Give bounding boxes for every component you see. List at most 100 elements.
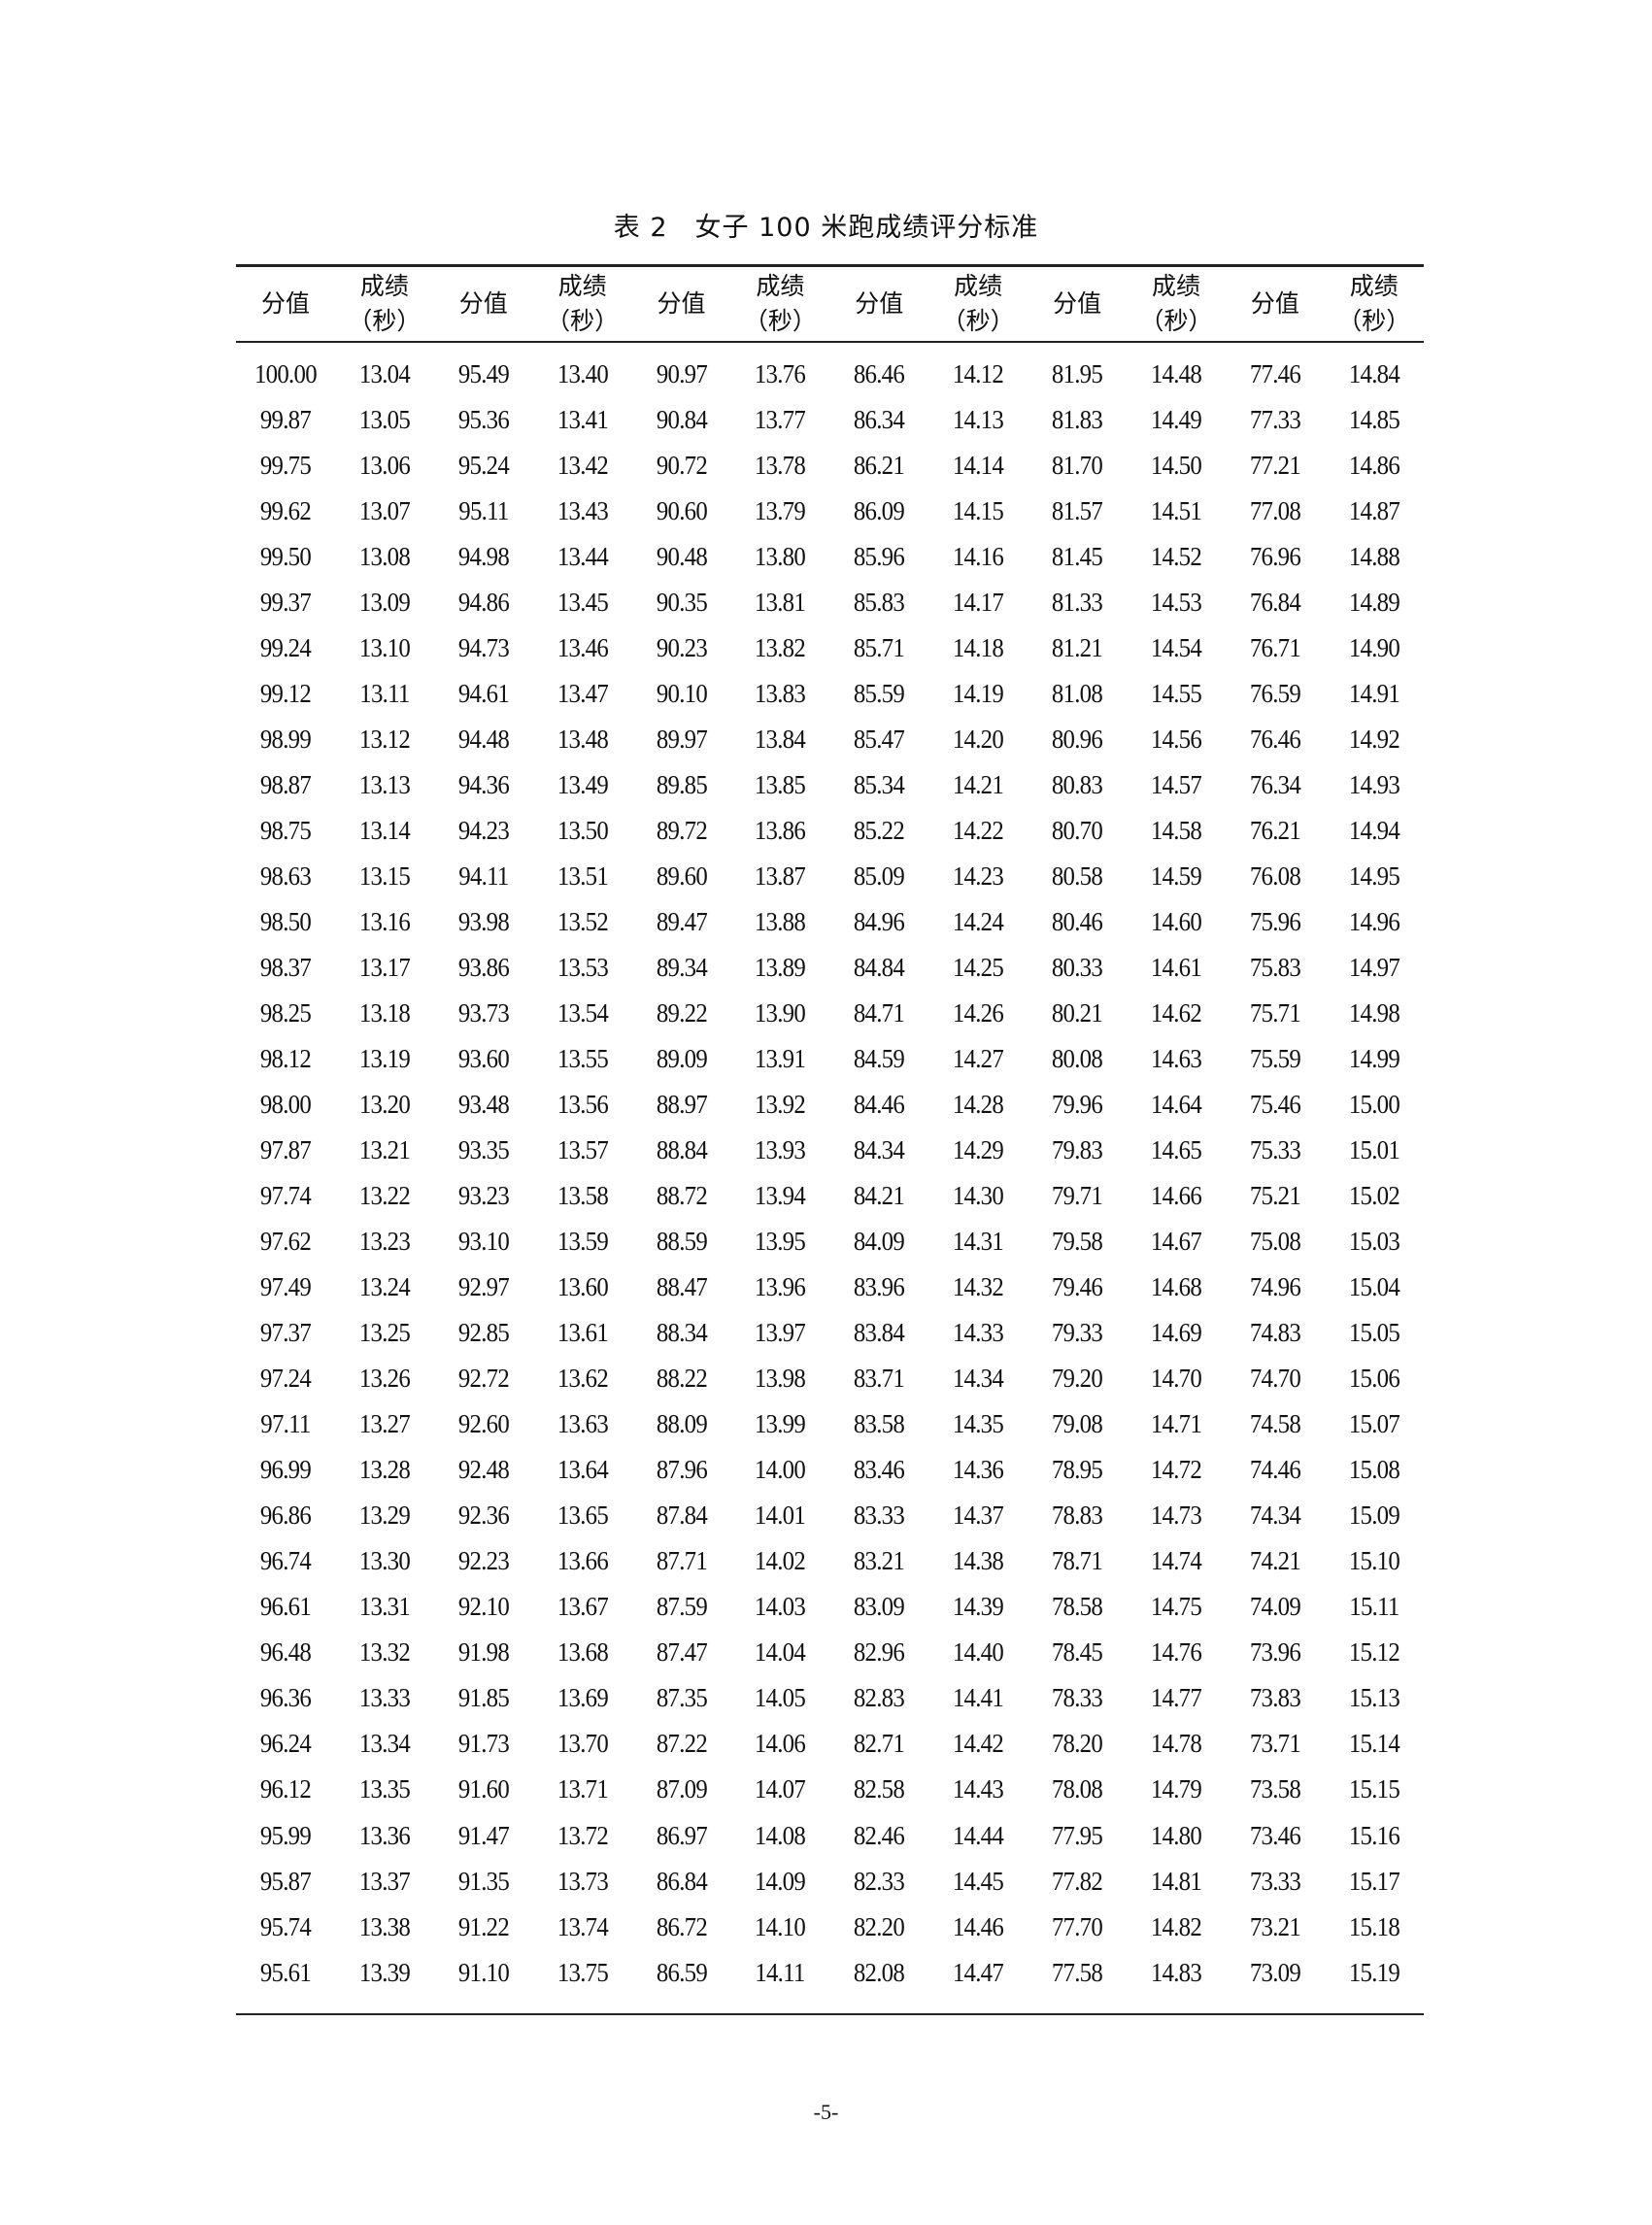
time-cell: 13.52 <box>556 907 609 937</box>
table-row: 99.62 13.07 95.11 13.43 90.60 13.79 86.09 14.15… <box>236 489 1424 534</box>
score-cell: 86.34 <box>854 405 905 435</box>
time-cell: 14.62 <box>1150 998 1202 1028</box>
score-cell: 82.71 <box>854 1729 905 1759</box>
score-cell: 84.46 <box>854 1090 905 1120</box>
time-cell: 13.51 <box>556 861 609 892</box>
header-score: 分值 <box>236 267 335 341</box>
score-cell: 92.10 <box>457 1592 510 1622</box>
time-cell: 13.72 <box>556 1820 609 1850</box>
time-cell: 14.97 <box>1348 953 1400 983</box>
time-cell: 14.10 <box>755 1911 806 1941</box>
score-cell: 88.47 <box>656 1272 707 1302</box>
score-cell: 74.96 <box>1249 1272 1301 1302</box>
score-cell: 77.58 <box>1051 1957 1103 1987</box>
score-cell: 73.33 <box>1249 1866 1301 1896</box>
time-cell: 14.74 <box>1150 1546 1202 1576</box>
score-cell: 75.59 <box>1249 1044 1301 1074</box>
score-cell: 87.71 <box>656 1546 707 1576</box>
time-cell: 13.20 <box>358 1090 411 1120</box>
time-cell: 15.17 <box>1348 1866 1400 1896</box>
score-cell: 82.20 <box>854 1911 905 1941</box>
time-cell: 13.49 <box>556 770 609 800</box>
score-cell: 78.95 <box>1051 1455 1103 1485</box>
score-cell: 92.23 <box>457 1546 510 1576</box>
time-cell: 14.19 <box>953 679 1004 709</box>
score-cell: 93.86 <box>457 953 510 983</box>
score-cell: 73.46 <box>1249 1820 1301 1850</box>
header-label: 分值 <box>1250 289 1299 318</box>
time-cell: 13.59 <box>556 1227 609 1257</box>
score-cell: 85.96 <box>854 542 905 572</box>
score-cell: 81.08 <box>1051 679 1103 709</box>
time-cell: 13.44 <box>556 542 609 572</box>
header-label: 成绩 <box>557 272 607 300</box>
score-cell: 80.83 <box>1051 770 1103 800</box>
time-cell: 13.68 <box>556 1637 609 1668</box>
score-cell: 80.70 <box>1051 816 1103 846</box>
score-cell: 89.97 <box>656 725 707 755</box>
score-cell: 89.34 <box>656 953 707 983</box>
time-cell: 13.07 <box>358 496 411 526</box>
header-label: 分值 <box>260 289 310 318</box>
score-cell: 78.20 <box>1051 1729 1103 1759</box>
score-cell: 96.74 <box>259 1546 312 1576</box>
score-cell: 95.74 <box>259 1911 312 1941</box>
score-cell: 75.71 <box>1249 998 1301 1028</box>
time-cell: 14.92 <box>1348 725 1400 755</box>
time-cell: 14.39 <box>953 1592 1004 1622</box>
time-cell: 15.15 <box>1348 1774 1400 1804</box>
score-cell: 79.58 <box>1051 1227 1103 1257</box>
score-cell: 94.48 <box>457 725 510 755</box>
time-cell: 14.40 <box>953 1637 1004 1668</box>
time-cell: 13.70 <box>556 1729 609 1759</box>
table-row: 96.99 13.28 92.48 13.64 87.96 14.00 83.46 14.36… <box>236 1447 1424 1493</box>
time-cell: 13.76 <box>755 359 806 388</box>
score-cell: 83.71 <box>854 1364 905 1394</box>
table-row: 98.75 13.14 94.23 13.50 89.72 13.86 85.22 14.22… <box>236 808 1424 854</box>
score-cell: 84.09 <box>854 1227 905 1257</box>
header-label: （秒） <box>1337 307 1411 335</box>
score-cell: 85.71 <box>854 633 905 663</box>
time-cell: 14.26 <box>953 998 1004 1028</box>
score-cell: 79.08 <box>1051 1409 1103 1439</box>
time-cell: 13.94 <box>755 1181 806 1211</box>
table-header-rule <box>236 341 1424 343</box>
score-cell: 87.22 <box>656 1729 707 1759</box>
time-cell: 13.73 <box>556 1866 609 1896</box>
time-cell: 14.98 <box>1348 998 1400 1028</box>
score-cell: 77.82 <box>1051 1866 1103 1896</box>
score-cell: 80.33 <box>1051 953 1103 983</box>
score-cell: 77.46 <box>1249 359 1301 388</box>
header-label: （秒） <box>1139 307 1213 335</box>
time-cell: 14.56 <box>1150 725 1202 755</box>
time-cell: 13.40 <box>556 359 609 388</box>
score-cell: 83.96 <box>854 1272 905 1302</box>
score-cell: 98.75 <box>259 816 312 846</box>
score-cell: 95.36 <box>457 405 510 435</box>
table-row: 99.12 13.11 94.61 13.47 90.10 13.83 85.59 14.19… <box>236 671 1424 717</box>
time-cell: 14.88 <box>1348 542 1400 572</box>
score-cell: 83.21 <box>854 1546 905 1576</box>
time-cell: 14.52 <box>1150 542 1202 572</box>
time-cell: 14.17 <box>953 588 1004 618</box>
time-cell: 13.75 <box>556 1957 609 1987</box>
time-cell: 14.65 <box>1150 1135 1202 1165</box>
time-cell: 13.89 <box>755 953 806 983</box>
score-cell: 78.33 <box>1051 1683 1103 1713</box>
score-cell: 90.84 <box>656 405 707 435</box>
time-cell: 13.84 <box>755 725 806 755</box>
score-cell: 75.33 <box>1249 1135 1301 1165</box>
table-row: 99.50 13.08 94.98 13.44 90.48 13.80 85.96 14.16… <box>236 534 1424 580</box>
score-cell: 76.59 <box>1249 679 1301 709</box>
table-row: 97.11 13.27 92.60 13.63 88.09 13.99 83.58 14.35… <box>236 1401 1424 1447</box>
time-cell: 13.92 <box>755 1090 806 1120</box>
score-cell: 82.83 <box>854 1683 905 1713</box>
header-label: 分值 <box>855 289 904 318</box>
score-cell: 78.71 <box>1051 1546 1103 1576</box>
time-cell: 13.05 <box>358 405 411 435</box>
score-cell: 85.09 <box>854 861 905 892</box>
time-cell: 14.50 <box>1150 451 1202 481</box>
score-cell: 73.83 <box>1249 1683 1301 1713</box>
score-cell: 76.08 <box>1249 861 1301 892</box>
time-cell: 13.36 <box>358 1820 411 1850</box>
